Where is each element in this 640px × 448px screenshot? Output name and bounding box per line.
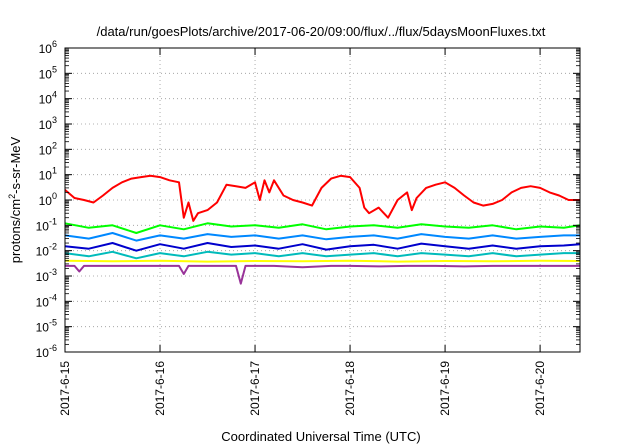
- series-line-4: [64, 250, 580, 260]
- y-tick-exponent: 3: [52, 115, 57, 125]
- y-tick-base: 10: [39, 67, 53, 81]
- y-tick-exponent: 1: [52, 166, 57, 176]
- y-tick-base: 10: [39, 143, 53, 157]
- y-tick-label: 105: [39, 64, 57, 81]
- y-axis-label-sup: 2: [7, 194, 17, 199]
- y-tick-label: 10-4: [36, 292, 57, 309]
- y-tick-label: 10-3: [36, 267, 57, 284]
- y-tick-exponent: 4: [52, 90, 57, 100]
- y-tick-base: 10: [36, 295, 50, 309]
- y-tick-exponent: -6: [49, 343, 57, 353]
- y-axis-label-pre: protons/cm: [8, 199, 23, 263]
- x-tick-label: 2017-6-17: [248, 361, 262, 416]
- y-tick-exponent: 5: [52, 64, 57, 74]
- series-line-5: [64, 259, 581, 263]
- y-tick-label: 101: [39, 166, 57, 183]
- series-layer: [64, 174, 581, 285]
- x-tick-label: 2017-6-19: [438, 361, 452, 416]
- y-tick-label: 102: [39, 140, 57, 157]
- y-tick-base: 10: [39, 118, 53, 132]
- y-tick-exponent: 2: [52, 140, 57, 150]
- y-tick-base: 10: [39, 42, 53, 56]
- y-tick-base: 10: [36, 219, 50, 233]
- y-tick-exponent: -5: [49, 318, 57, 328]
- y-axis-label: protons/cm2-s-sr-MeV: [7, 136, 23, 263]
- y-tick-label: 104: [39, 90, 57, 107]
- y-tick-base: 10: [39, 169, 53, 183]
- y-axis-label-post: -s-sr-MeV: [8, 136, 23, 193]
- series-line-1: [64, 222, 581, 234]
- tick-marks: [64, 47, 580, 353]
- grid-lines: [65, 48, 580, 352]
- y-tick-exponent: -1: [49, 216, 57, 226]
- y-tick-label: 103: [39, 115, 57, 132]
- y-tick-base: 10: [36, 321, 50, 335]
- y-tick-base: 10: [36, 346, 50, 360]
- y-tick-exponent: -3: [49, 267, 57, 277]
- y-tick-base: 10: [36, 245, 50, 259]
- series-line-0: [64, 174, 580, 222]
- y-tick-base: 10: [39, 93, 53, 107]
- x-axis-label: Coordinated Universal Time (UTC): [221, 429, 420, 444]
- y-tick-exponent: -2: [49, 242, 57, 252]
- y-tick-label: 10-6: [36, 343, 57, 360]
- y-tick-base: 10: [36, 270, 50, 284]
- y-tick-base: 10: [39, 194, 53, 208]
- y-tick-label: 10-1: [36, 216, 57, 233]
- y-tick-labels: 10-610-510-410-310-210-11001011021031041…: [36, 39, 57, 360]
- series-line-2: [64, 232, 580, 242]
- x-tick-label: 2017-6-20: [533, 361, 547, 416]
- y-tick-exponent: -4: [49, 292, 57, 302]
- x-tick-label: 2017-6-15: [58, 361, 72, 416]
- y-tick-label: 10-5: [36, 318, 57, 335]
- y-tick-label: 100: [39, 191, 57, 208]
- chart-title: /data/run/goesPlots/archive/2017-06-20/0…: [97, 24, 546, 39]
- y-tick-exponent: 6: [52, 39, 57, 49]
- y-tick-label: 106: [39, 39, 57, 56]
- x-tick-label: 2017-6-18: [343, 361, 357, 416]
- x-tick-labels: 2017-6-15 2017-6-16 2017-6-17 2017-6-18 2017…: [58, 361, 547, 416]
- series-line-6: [65, 264, 580, 285]
- y-tick-label: 10-2: [36, 242, 57, 259]
- series-line-3: [64, 242, 581, 252]
- y-tick-exponent: 0: [52, 191, 57, 201]
- x-tick-label: 2017-6-16: [153, 361, 167, 416]
